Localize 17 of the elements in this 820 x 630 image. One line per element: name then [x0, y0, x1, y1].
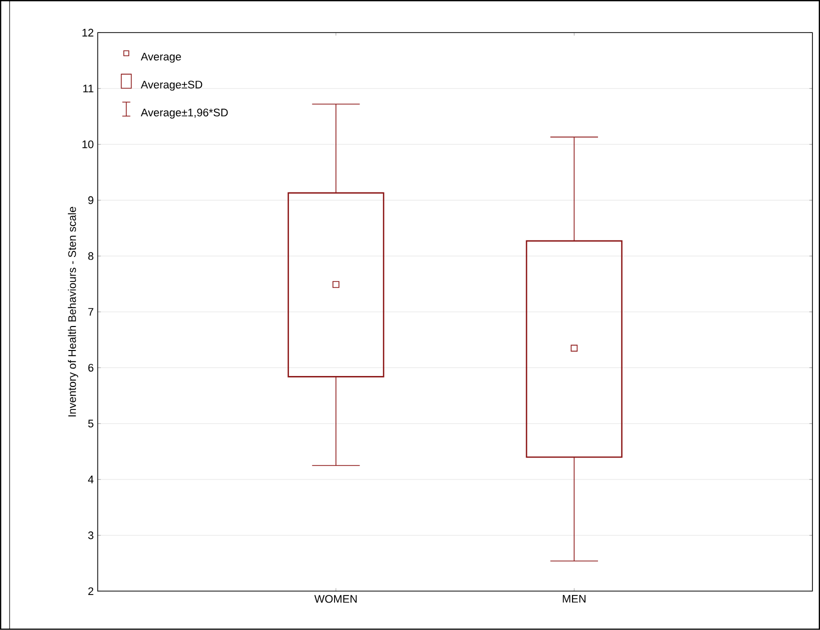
y-tick-label: 6 [88, 364, 94, 372]
y-tick-label: 7 [88, 308, 94, 316]
y-tick-label: 4 [88, 476, 94, 484]
y-tick-label: 10 [82, 140, 94, 148]
annotation: Average [140, 52, 181, 63]
x-tick-label: MEN [562, 595, 586, 603]
annotation: Average±SD [140, 80, 202, 91]
annotation: Average±1,96*SD [140, 108, 228, 119]
y-tick-label: 2 [88, 587, 94, 596]
x-tick-label: WOMEN [314, 595, 357, 603]
y-tick-label: 5 [88, 420, 94, 428]
y-tick-label: 12 [82, 28, 94, 37]
y-axis-title: Inventory of Health Behaviours - Sten scale [68, 207, 78, 416]
y-tick-label: 8 [88, 252, 94, 260]
y-tick-label: 11 [83, 84, 94, 92]
y-tick-label: 9 [88, 196, 94, 204]
y-tick-label: 3 [88, 532, 94, 540]
